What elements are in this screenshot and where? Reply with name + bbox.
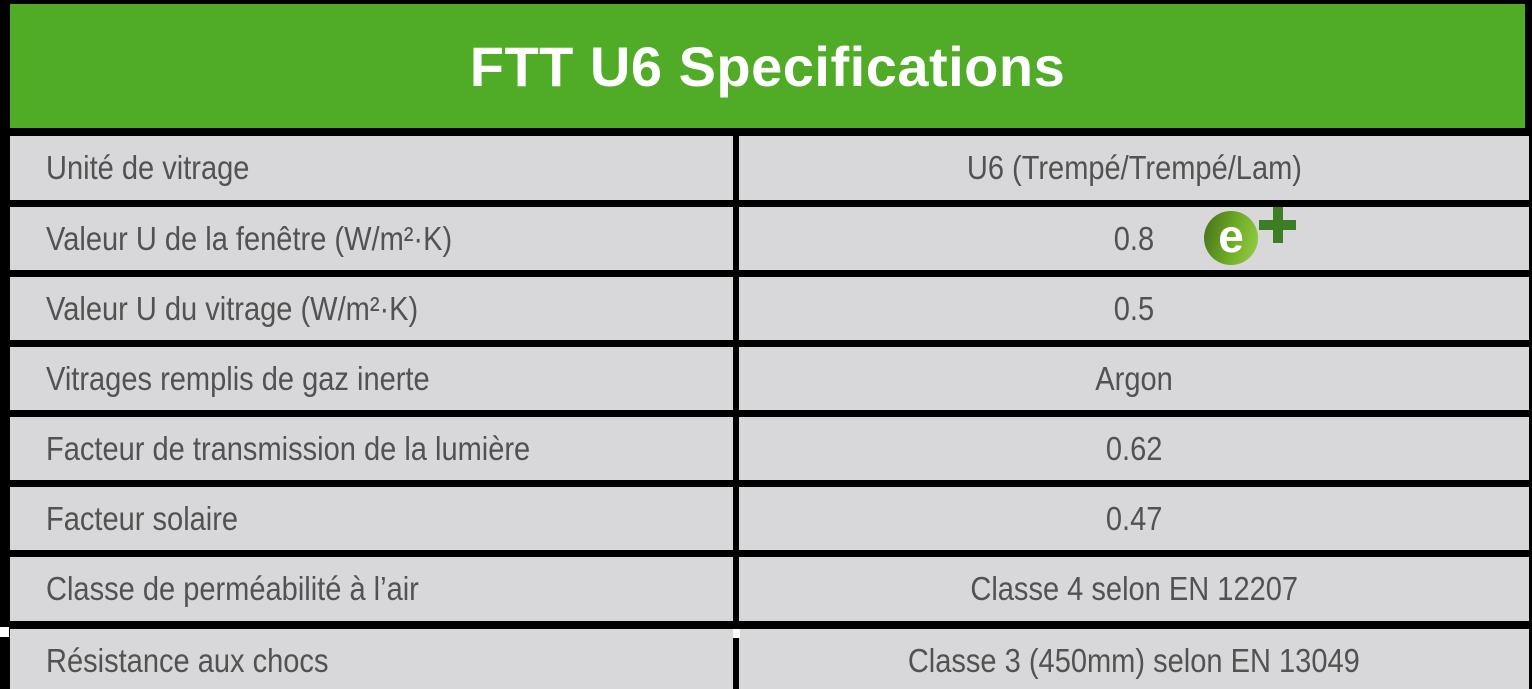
spec-value-cell: Classe 3 (450mm) selon EN 13049 (739, 629, 1529, 689)
spec-label: Valeur U du vitrage (W/m²·K) (46, 289, 419, 327)
spec-value-cell: 0.47 (739, 487, 1529, 550)
table-row: Valeur U du vitrage (W/m²·K) 0.5 (10, 277, 1529, 340)
spec-label: Résistance aux chocs (46, 641, 329, 679)
table-row: Vitrages remplis de gaz inerte Argon (10, 347, 1529, 410)
spec-label-cell: Unité de vitrage (10, 136, 733, 200)
spec-value: 0.5 (1113, 289, 1155, 327)
spec-value: U6 (Trempé/Trempé/Lam) (966, 149, 1302, 186)
spec-label-cell: Facteur solaire (10, 487, 733, 550)
stitch-artifact-left (0, 627, 9, 637)
spec-value: Classe 3 (450mm) selon EN 13049 (908, 641, 1360, 679)
table-row: Unité de vitrage U6 (Trempé/Trempé/Lam) (10, 136, 1529, 200)
spec-value-cell: 0.62 (739, 417, 1529, 480)
spec-label-cell: Vitrages remplis de gaz inerte (10, 347, 733, 410)
spec-value: Classe 4 selon EN 12207 (970, 570, 1298, 607)
spec-value-cell: 0.5 (739, 277, 1529, 340)
spec-label: Vitrages remplis de gaz inerte (46, 359, 430, 397)
spec-value-cell: U6 (Trempé/Trempé/Lam) (739, 136, 1529, 200)
spec-label: Valeur U de la fenêtre (W/m²·K) (46, 219, 453, 257)
spec-label: Facteur de transmission de la lumière (46, 429, 531, 467)
page-title: FTT U6 Specifications (469, 34, 1066, 98)
table-row: Valeur U de la fenêtre (W/m²·K) 0.8 e (10, 207, 1529, 270)
spec-label: Classe de perméabilité à l’air (46, 570, 419, 607)
spec-value: 0.62 (1105, 429, 1163, 467)
spec-value-cell: Classe 4 selon EN 12207 (739, 557, 1529, 621)
spec-label-cell: Facteur de transmission de la lumière (10, 417, 733, 480)
spec-value-cell: Argon (739, 347, 1529, 410)
spec-value: Argon (1095, 359, 1173, 397)
table-row: Résistance aux chocs Classe 3 (450mm) se… (10, 629, 1529, 689)
plus-icon (1259, 207, 1296, 243)
stitch-artifact-divider (733, 629, 740, 638)
spec-value-cell: 0.8 e (739, 207, 1529, 270)
spec-label-cell: Valeur U de la fenêtre (W/m²·K) (10, 207, 733, 270)
eplus-letter: e (1218, 210, 1244, 262)
table-row: Classe de perméabilité à l’air Classe 4 … (10, 557, 1529, 621)
eplus-circle-icon: e (1204, 211, 1258, 265)
table-row: Facteur de transmission de la lumière 0.… (10, 417, 1529, 480)
spec-label-cell: Résistance aux chocs (10, 629, 733, 689)
spec-label: Unité de vitrage (46, 149, 250, 186)
spec-label: Facteur solaire (46, 499, 239, 537)
spec-value: 0.47 (1105, 499, 1163, 537)
spec-label-cell: Valeur U du vitrage (W/m²·K) (10, 277, 733, 340)
spec-label-cell: Classe de perméabilité à l’air (10, 557, 733, 621)
eplus-logo: e (1204, 207, 1296, 267)
table-header: FTT U6 Specifications (10, 4, 1525, 128)
table-row: Facteur solaire 0.47 (10, 487, 1529, 550)
spec-value: 0.8 (1113, 219, 1155, 257)
